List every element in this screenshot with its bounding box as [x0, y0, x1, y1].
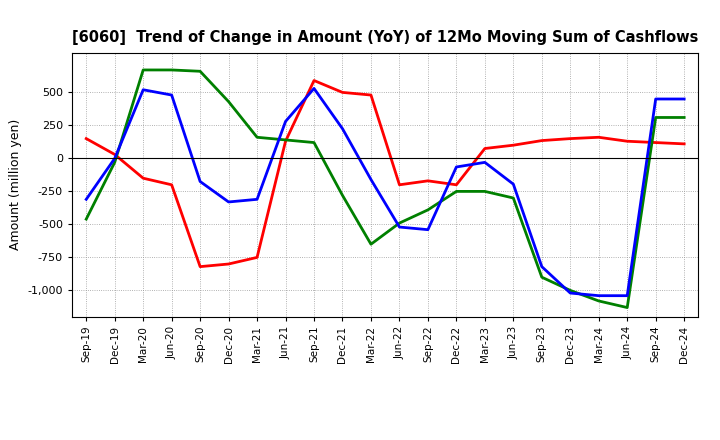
Investing Cashflow — [82, 216, 91, 222]
Title: [6060]  Trend of Change in Amount (YoY) of 12Mo Moving Sum of Cashflows: [6060] Trend of Change in Amount (YoY) o… — [72, 29, 698, 45]
Operating Cashflow — [338, 90, 347, 95]
Free Cashflow — [537, 264, 546, 269]
Investing Cashflow — [196, 69, 204, 74]
Operating Cashflow — [537, 138, 546, 143]
Free Cashflow — [282, 119, 290, 124]
Investing Cashflow — [395, 220, 404, 226]
Investing Cashflow — [509, 195, 518, 201]
Line: Investing Cashflow: Investing Cashflow — [86, 70, 684, 308]
Investing Cashflow — [595, 298, 603, 304]
Operating Cashflow — [366, 92, 375, 98]
Free Cashflow — [595, 293, 603, 298]
Operating Cashflow — [452, 182, 461, 187]
Operating Cashflow — [167, 182, 176, 187]
Investing Cashflow — [310, 140, 318, 145]
Free Cashflow — [680, 96, 688, 102]
Investing Cashflow — [652, 115, 660, 120]
Free Cashflow — [509, 181, 518, 187]
Investing Cashflow — [225, 99, 233, 104]
Operating Cashflow — [310, 78, 318, 83]
Investing Cashflow — [253, 135, 261, 140]
Operating Cashflow — [680, 141, 688, 147]
Operating Cashflow — [423, 178, 432, 183]
Free Cashflow — [395, 224, 404, 230]
Investing Cashflow — [338, 193, 347, 198]
Line: Free Cashflow: Free Cashflow — [86, 88, 684, 296]
Investing Cashflow — [566, 288, 575, 293]
Free Cashflow — [338, 126, 347, 131]
Operating Cashflow — [623, 139, 631, 144]
Operating Cashflow — [395, 182, 404, 187]
Investing Cashflow — [167, 67, 176, 73]
Operating Cashflow — [509, 143, 518, 148]
Y-axis label: Amount (million yen): Amount (million yen) — [9, 119, 22, 250]
Free Cashflow — [196, 179, 204, 184]
Investing Cashflow — [423, 207, 432, 213]
Free Cashflow — [480, 160, 489, 165]
Free Cashflow — [253, 197, 261, 202]
Free Cashflow — [566, 290, 575, 296]
Free Cashflow — [423, 227, 432, 232]
Operating Cashflow — [253, 255, 261, 260]
Line: Operating Cashflow: Operating Cashflow — [86, 81, 684, 267]
Free Cashflow — [82, 197, 91, 202]
Operating Cashflow — [282, 139, 290, 144]
Investing Cashflow — [139, 67, 148, 73]
Operating Cashflow — [566, 136, 575, 141]
Free Cashflow — [652, 96, 660, 102]
Investing Cashflow — [366, 242, 375, 247]
Operating Cashflow — [480, 146, 489, 151]
Investing Cashflow — [623, 305, 631, 310]
Free Cashflow — [110, 156, 119, 161]
Operating Cashflow — [110, 152, 119, 157]
Free Cashflow — [139, 87, 148, 92]
Investing Cashflow — [110, 160, 119, 165]
Free Cashflow — [366, 177, 375, 182]
Free Cashflow — [225, 199, 233, 205]
Free Cashflow — [452, 164, 461, 169]
Operating Cashflow — [196, 264, 204, 269]
Operating Cashflow — [595, 135, 603, 140]
Investing Cashflow — [680, 115, 688, 120]
Free Cashflow — [167, 92, 176, 98]
Free Cashflow — [623, 293, 631, 298]
Investing Cashflow — [452, 189, 461, 194]
Operating Cashflow — [139, 176, 148, 181]
Operating Cashflow — [652, 140, 660, 145]
Investing Cashflow — [537, 275, 546, 280]
Investing Cashflow — [282, 137, 290, 143]
Operating Cashflow — [225, 261, 233, 267]
Operating Cashflow — [82, 136, 91, 141]
Investing Cashflow — [480, 189, 489, 194]
Free Cashflow — [310, 86, 318, 91]
